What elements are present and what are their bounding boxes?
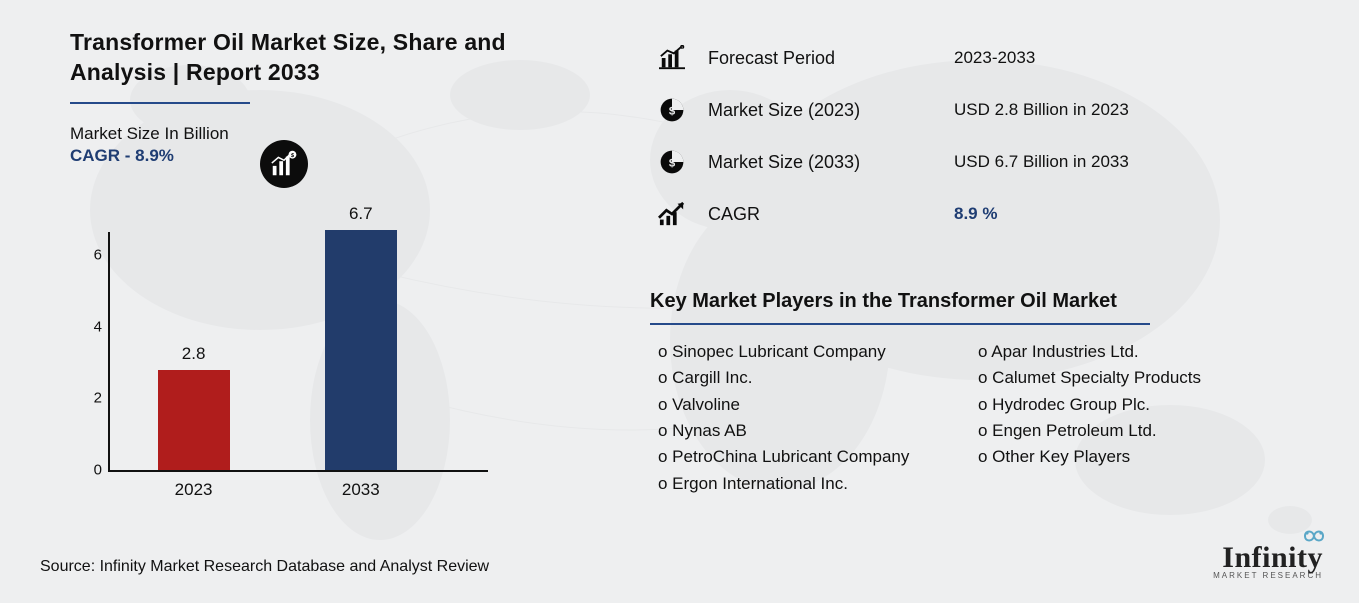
page-title: Transformer Oil Market Size, Share and A… (70, 28, 590, 88)
metric-value: 2023-2033 (954, 48, 1035, 68)
player-item: o Other Key Players (970, 444, 1280, 470)
chart-bar: 6.7 (325, 230, 397, 470)
market-size-bar-chart: 0 2 4 6 2.8 2023 6.7 2033 (70, 210, 510, 510)
svg-text:$: $ (669, 157, 676, 169)
subtitle-market-size: Market Size In Billion (70, 124, 590, 144)
player-item: o Sinopec Lubricant Company (650, 339, 960, 365)
left-panel: Transformer Oil Market Size, Share and A… (70, 28, 590, 166)
bar-value-label: 6.7 (325, 204, 397, 224)
metric-label: Forecast Period (694, 48, 954, 69)
logo-knot-icon (1301, 527, 1327, 545)
player-item: o Cargill Inc. (650, 365, 960, 391)
metric-label: CAGR (694, 204, 954, 225)
metric-label: Market Size (2023) (694, 100, 954, 121)
player-item: o Calumet Specialty Products (970, 365, 1280, 391)
key-players-underline (650, 323, 1150, 325)
metric-row: ? Forecast Period2023-2033 (650, 32, 1290, 84)
metric-row: $ Market Size (2023)USD 2.8 Billion in 20… (650, 84, 1290, 136)
player-item: o Valvoline (650, 392, 960, 418)
bar-value-label: 2.8 (158, 344, 230, 364)
title-underline (70, 102, 250, 104)
infinity-logo: Infinity MARKET RESEARCH (1213, 541, 1323, 580)
trend-bar-icon: ? (650, 45, 694, 71)
chart-bar: 2.8 (158, 370, 230, 470)
metric-row: CAGR8.9 % (650, 188, 1290, 240)
growth-arrow-icon (650, 201, 694, 227)
metric-row: $ Market Size (2033)USD 6.7 Billion in 20… (650, 136, 1290, 188)
player-item: o Engen Petroleum Ltd. (970, 418, 1280, 444)
key-players-heading: Key Market Players in the Transformer Oi… (650, 290, 1300, 313)
source-attribution: Source: Infinity Market Research Databas… (40, 558, 489, 576)
metric-value: 8.9 % (954, 204, 997, 224)
y-axis-tick: 2 (78, 390, 102, 407)
pie-dollar-icon: $ (650, 96, 694, 124)
x-axis-category: 2033 (311, 480, 411, 500)
key-players-section: Key Market Players in the Transformer Oi… (650, 290, 1300, 497)
pie-dollar-icon: $ (650, 148, 694, 176)
metric-value: USD 6.7 Billion in 2033 (954, 152, 1129, 172)
player-item: o Hydrodec Group Plc. (970, 392, 1280, 418)
subtitle-cagr: CAGR - 8.9% (70, 146, 590, 166)
player-item: o Apar Industries Ltd. (970, 339, 1280, 365)
logo-wordmark: Infinity (1213, 541, 1323, 575)
player-item: o Nynas AB (650, 418, 960, 444)
players-column-2: o Apar Industries Ltd.o Calumet Specialt… (970, 339, 1280, 497)
svg-text:$: $ (669, 105, 676, 117)
y-axis-tick: 0 (78, 462, 102, 479)
x-axis-category: 2023 (144, 480, 244, 500)
y-axis-tick: 6 (78, 247, 102, 264)
players-column-1: o Sinopec Lubricant Companyo Cargill Inc… (650, 339, 960, 497)
growth-badge-icon: $ (260, 140, 308, 188)
player-item: o Ergon International Inc. (650, 471, 960, 497)
player-item: o PetroChina Lubricant Company (650, 444, 960, 470)
metric-value: USD 2.8 Billion in 2023 (954, 100, 1129, 120)
metrics-table: ? Forecast Period2023-2033 $ Market Size (2… (650, 32, 1290, 240)
y-axis-tick: 4 (78, 318, 102, 335)
svg-text:?: ? (681, 46, 683, 50)
chart-plot-area: 02462.820236.72033 (108, 232, 488, 472)
metric-label: Market Size (2033) (694, 152, 954, 173)
logo-text: Infinity (1222, 541, 1323, 574)
